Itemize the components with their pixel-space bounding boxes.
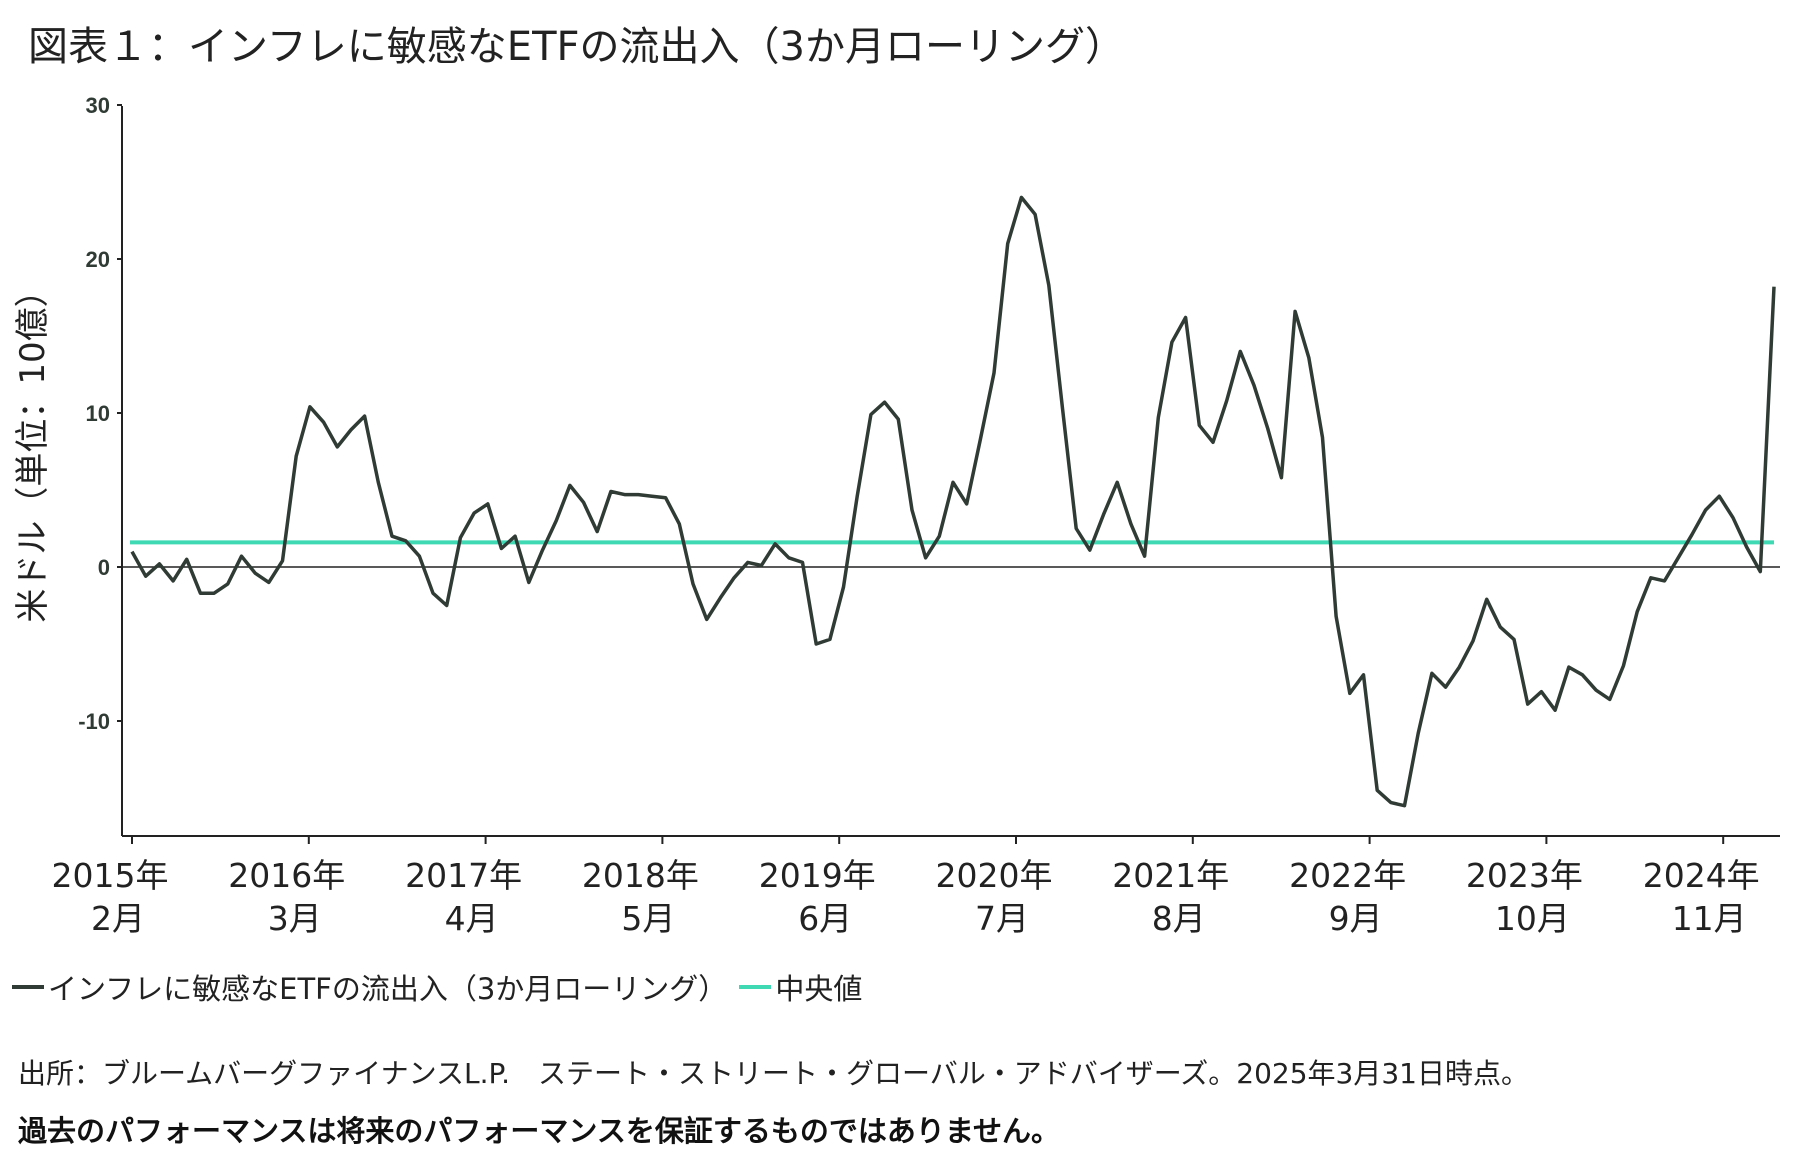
x-tick-label-year: 2018年 [582,856,699,895]
x-tick-label-month: 11月 [1672,899,1747,938]
x-tick-labels: 2015年 2月 2016年 3月 2017年 4月 2018年 5月 2019年 6月 2020年… [52,856,1760,938]
x-tick-marks [131,836,1725,844]
y-tick-label: 0 [98,555,110,580]
x-tick-label-year: 2019年 [759,856,876,895]
x-tick-label-year: 2022年 [1289,856,1406,895]
x-tick-label-month: 5月 [621,899,675,938]
x-tick-label-year: 2016年 [228,856,345,895]
x-tick-label-year: 2017年 [405,856,522,895]
x-tick-label-month: 3月 [268,899,322,938]
disclaimer: 過去のパフォーマンスは将来のパフォーマンスを保証するものではありません。 [18,1114,1060,1148]
x-tick-label-year: 2020年 [936,856,1053,895]
y-tick-labels: 30 20 10 0 -10 [78,93,122,734]
x-tick-label-year: 2015年 [52,856,169,895]
x-tick-label-month: 10月 [1495,899,1570,938]
y-tick-label: 10 [86,401,110,426]
x-tick-label-month: 7月 [975,899,1029,938]
legend-label-median: 中央値 [775,972,863,1006]
y-tick-label: -10 [78,709,110,734]
x-tick-label-month: 2月 [91,899,145,938]
y-axis-label: 米ドル（単位：10億） [13,273,53,622]
x-tick-label-month: 9月 [1329,899,1383,938]
x-tick-label-month: 8月 [1152,899,1206,938]
legend: インフレに敏感なETFの流出入（3か月ローリング） 中央値 [12,966,874,1008]
source-note: 出所：ブルームバーグファイナンスL.P. ステート・ストリート・グローバル・アド… [18,1057,1529,1090]
x-tick-label-month: 4月 [445,899,499,938]
legend-label-series: インフレに敏感なETFの流出入（3か月ローリング） [48,972,728,1006]
x-tick-label-year: 2023年 [1466,856,1583,895]
x-tick-label-year: 2021年 [1112,856,1229,895]
chart-title: 図表１：インフレに敏感なETFの流出入（3か月ローリング） [28,24,1125,70]
x-tick-label-month: 6月 [798,899,852,938]
series-line [130,195,1776,808]
legend-swatch-series [12,985,44,989]
x-tick-label-year: 2024年 [1643,856,1760,895]
legend-swatch-median [739,985,772,989]
y-tick-label: 30 [86,93,110,118]
legend-item-series: インフレに敏感なETFの流出入（3か月ローリング） [12,966,727,1008]
legend-item-median: 中央値 [739,966,862,1008]
y-tick-label: 20 [86,247,110,272]
